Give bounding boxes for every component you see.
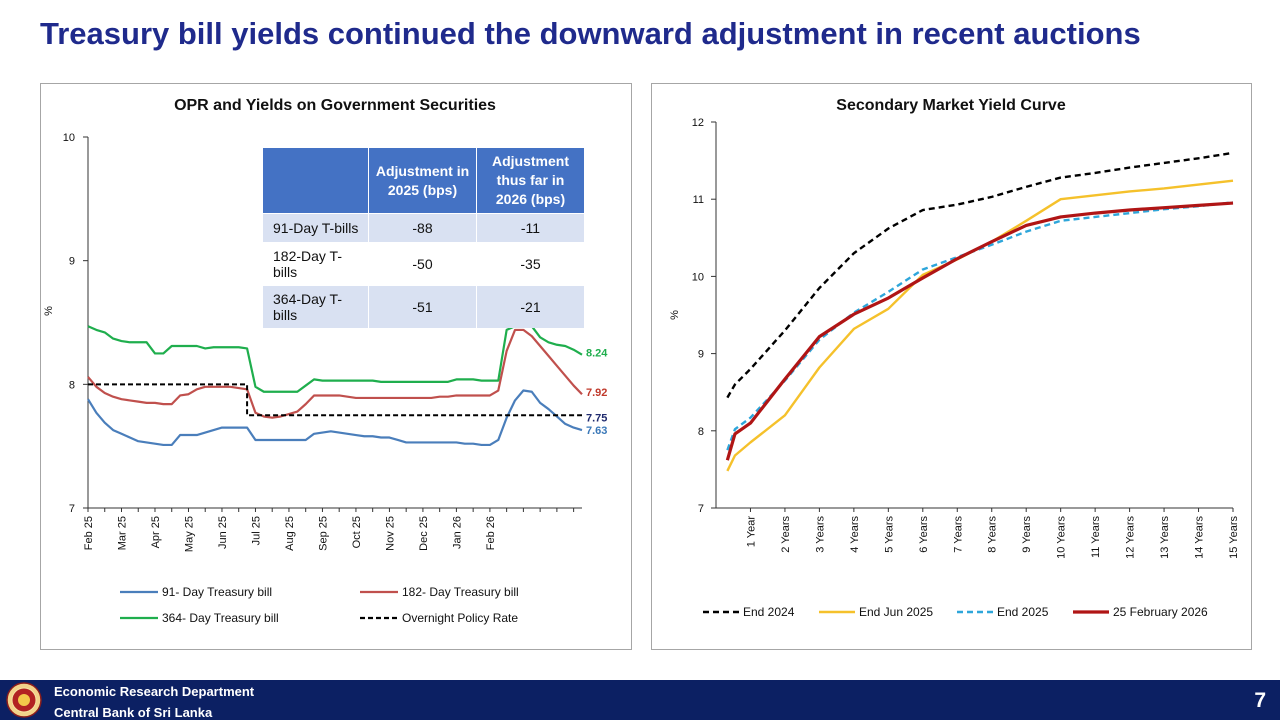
chart1-y-tick-label: 9 [69,256,75,268]
chart1-x-tick-label: Dec 25 [418,516,430,551]
row-2025-value: -88 [368,213,477,243]
chart2-x-tick-label: 4 Years [849,516,861,553]
adjustment-table: Adjustment in 2025 (bps) Adjustment thus… [263,148,584,328]
chart1-x-tick-label: Sep 25 [317,516,329,551]
opr-yields-chart: OPR and Yields on Government Securities%… [43,97,608,625]
chart1-series-t182 [87,328,583,419]
chart1-y-tick-label: 8 [69,379,75,391]
chart1-end-label-t91: 7.63 [586,425,607,437]
chart2-y-tick-label: 9 [698,349,704,361]
chart1-legend-label-t364: 364- Day Treasury bill [162,611,279,625]
row-label: 91-Day T-bills [263,213,369,243]
chart1-end-label-t364: 8.24 [586,348,608,360]
chart2-y-tick-label: 10 [692,271,704,283]
chart2-x-tick-label: 3 Years [814,516,826,553]
table-header-row: Adjustment in 2025 (bps) Adjustment thus… [263,148,584,214]
chart1-x-tick-label: Jul 25 [250,516,262,545]
chart2-legend-label-ej25: End Jun 2025 [859,605,933,619]
chart2-x-tick-label: 10 Years [1056,516,1068,559]
chart2-series-ej25 [726,179,1234,472]
chart2-x-tick-label: 14 Years [1194,516,1206,559]
chart2-y-tick-label: 11 [693,194,704,206]
cbsl-seal-icon [6,682,42,718]
chart1-end-label-opr: 7.75 [586,412,607,424]
chart2-legend-label-f26: 25 February 2026 [1113,605,1208,619]
chart1-title: OPR and Yields on Government Securities [174,97,496,114]
chart2-x-tick-label: 2 Years [780,516,792,553]
chart1-x-tick-label: Oct 25 [351,516,363,548]
chart1-x-tick-label: Apr 25 [150,516,162,548]
row-2026-value: -35 [476,242,584,286]
table-header-2025: Adjustment in 2025 (bps) [368,148,477,214]
page-number: 7 [1254,689,1266,712]
chart2-x-tick-label: 9 Years [1021,516,1033,553]
chart1-end-label-t182: 7.92 [586,387,607,399]
chart2-series-e24 [726,151,1234,399]
chart2-x-tick-label: 7 Years [952,516,964,553]
chart1-x-tick-label: May 25 [183,516,195,552]
chart1-x-tick-label: Feb 25 [83,516,95,550]
row-2026-value: -21 [476,285,584,328]
footer-bank: Central Bank of Sri Lanka [54,705,213,720]
row-label: 364-Day T-bills [263,285,369,328]
chart1-series-t91 [87,389,583,447]
chart2-x-tick-label: 5 Years [883,516,895,553]
chart1-legend-label-opr: Overnight Policy Rate [402,611,518,625]
chart1-y-tick-label: 10 [63,132,75,144]
chart1-x-tick-label: Nov 25 [384,516,396,551]
chart2-series-e25 [726,201,1234,451]
footer-department: Economic Research Department [54,684,255,699]
row-2025-value: -51 [368,285,477,328]
yield-curve-chart: Secondary Market Yield Curve% 7 8 9 10 11 12 1 … [669,97,1240,619]
chart1-x-tick-label: Aug 25 [284,516,296,551]
chart2-y-tick-label: 8 [698,426,704,438]
chart2-x-tick-label: 13 Years [1159,516,1171,559]
table-header-blank [263,148,369,214]
chart2-legend-label-e24: End 2024 [743,605,795,619]
chart2-x-tick-label: 1 Year [745,516,757,548]
chart1-x-tick-label: Mar 25 [116,516,128,550]
chart1-y-tick-label: 7 [69,503,75,515]
table-header-2026: Adjustment thus far in 2026 (bps) [476,148,584,214]
chart1-ylabel: % [43,306,55,316]
chart1-x-tick-label: Jun 25 [217,516,229,549]
row-2025-value: -50 [368,242,477,286]
row-label: 182-Day T-bills [263,242,369,286]
chart1-series-opr [88,383,582,417]
chart2-ylabel: % [669,310,681,320]
chart2-x-tick-label: 8 Years [987,516,999,553]
row-2026-value: -11 [476,213,584,243]
chart1-x-tick-label: Jan 26 [451,516,463,549]
chart2-y-tick-label: 12 [692,117,704,129]
chart2-title: Secondary Market Yield Curve [836,97,1066,114]
chart2-x-tick-label: 12 Years [1125,516,1137,559]
chart2-x-tick-label: 15 Years [1228,516,1240,559]
chart2-x-tick-label: 6 Years [918,516,930,553]
table-row: 91-Day T-bills -88 -11 [263,213,584,243]
chart1-legend-label-t182: 182- Day Treasury bill [402,585,519,599]
chart2-legend-label-e25: End 2025 [997,605,1049,619]
chart1-series-t364 [87,323,583,393]
chart1-legend-label-t91: 91- Day Treasury bill [162,585,272,599]
table-row: 182-Day T-bills -50 -35 [263,242,584,286]
footer-bar: Economic Research Department Central Ban… [0,680,1280,720]
chart2-series-f26 [725,201,1234,461]
chart2-y-tick-label: 7 [698,503,704,515]
yield-curve-chart-panel [651,83,1252,650]
chart2-x-tick-label: 11 Years [1090,516,1102,559]
chart1-x-tick-label: Feb 26 [485,516,497,550]
slide-title: Treasury bill yields continued the downw… [40,16,1141,51]
table-row: 364-Day T-bills -51 -21 [263,285,584,328]
